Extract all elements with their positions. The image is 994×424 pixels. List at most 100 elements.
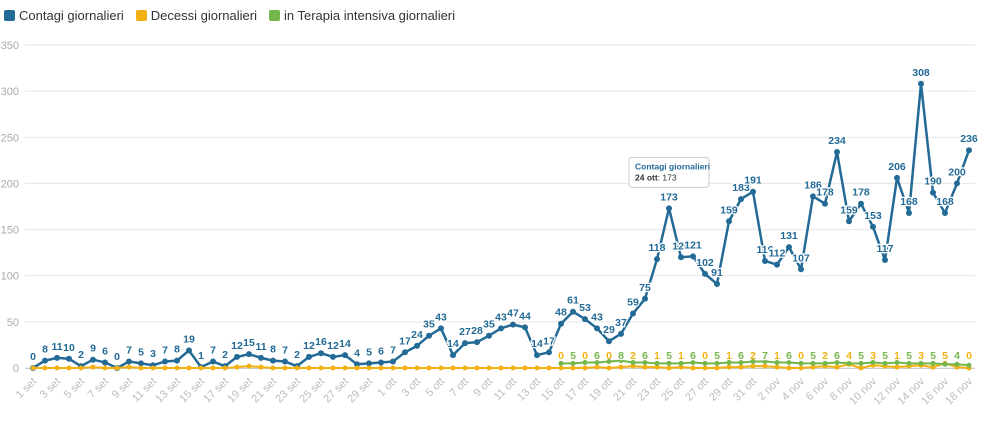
x-tick-label: 3 set [38,376,63,401]
data-point [858,365,864,371]
data-point [414,365,420,371]
data-label: 0 [114,351,120,363]
data-point [726,364,732,370]
x-tick-label: 17 set [201,376,231,406]
data-point [222,365,228,371]
data-label: 44 [519,310,531,322]
data-label: 43 [591,311,603,323]
data-point [294,365,300,371]
data-label: 0 [606,350,612,362]
data-label: 159 [720,204,738,216]
data-point [354,361,360,368]
data-point [54,365,60,371]
data-point [414,342,420,349]
data-label: 183 [732,182,750,194]
data-point [330,365,336,371]
data-point [858,200,864,207]
data-point [258,364,264,370]
data-point [690,253,696,260]
data-label: 7 [762,350,768,362]
data-point [942,209,948,216]
data-label: 234 [828,135,846,147]
tooltip-sep: : [658,172,663,182]
data-label: 12 [303,340,315,352]
x-tick-label: 13 ott [515,376,543,404]
data-label: 19 [183,333,195,345]
data-label: 191 [744,175,762,187]
data-label: 75 [639,282,651,294]
data-point [426,365,432,371]
data-point [390,358,396,365]
x-tick-label: 3 ott [399,376,423,400]
data-point [798,360,804,366]
data-point [462,340,468,347]
data-point [522,324,528,331]
data-label: 2 [630,350,636,362]
data-label: 178 [816,187,834,199]
data-point [630,310,636,317]
legend-item[interactable]: Contagi giornalieri [4,8,124,23]
data-label: 7 [162,345,168,357]
data-point [570,308,576,315]
data-point [702,360,708,366]
data-label: 3 [918,350,924,362]
data-point [390,365,396,371]
data-point [798,266,804,273]
data-label: 14 [339,338,351,350]
data-point [342,352,348,359]
x-tick-label: 29 ott [707,376,735,404]
data-label: 16 [315,336,327,348]
data-point [702,365,708,371]
x-tick-label: 2 nov [756,375,784,403]
data-point [522,365,528,371]
data-label: 1 [726,350,732,362]
data-point [618,358,624,364]
data-point [90,356,96,363]
data-label: 1 [678,350,684,362]
data-label: 4 [354,347,360,359]
y-tick-label: 100 [1,271,19,283]
data-point [810,193,816,200]
data-point [786,244,792,251]
data-point [282,365,288,371]
data-point [642,364,648,370]
data-label: 12 [231,340,243,352]
data-label: 236 [960,133,978,145]
data-point [258,354,264,361]
data-point [246,363,252,369]
data-point [606,365,612,371]
data-label: 118 [649,242,666,254]
data-point [270,365,276,371]
data-point [942,361,948,367]
legend-label: Decessi giornalieri [150,8,257,23]
y-tick-label: 350 [1,40,19,52]
data-label: 186 [804,179,822,191]
data-point [558,320,564,327]
data-point [54,354,60,361]
x-tick-label: 19 set [225,376,255,406]
data-label: 47 [507,308,519,320]
legend-item[interactable]: Decessi giornalieri [135,8,257,23]
data-point [570,360,576,366]
legend-item[interactable]: in Terapia intensiva giornalieri [269,8,455,23]
data-point [318,350,324,357]
data-point [618,330,624,337]
data-point [558,365,564,371]
data-label: 6 [786,350,792,362]
data-label: 6 [834,350,840,362]
data-point [342,365,348,371]
data-point [126,364,132,370]
data-point [450,365,456,371]
data-point [306,353,312,360]
data-label: 107 [792,252,810,264]
data-label: 206 [888,161,906,173]
data-point [438,325,444,332]
data-label: 0 [702,350,708,362]
data-label: 120 [672,240,690,252]
data-point [894,359,900,365]
data-label: 28 [471,325,483,337]
x-tick-label: 1 set [14,376,39,401]
data-point [102,365,108,371]
data-point [486,332,492,339]
